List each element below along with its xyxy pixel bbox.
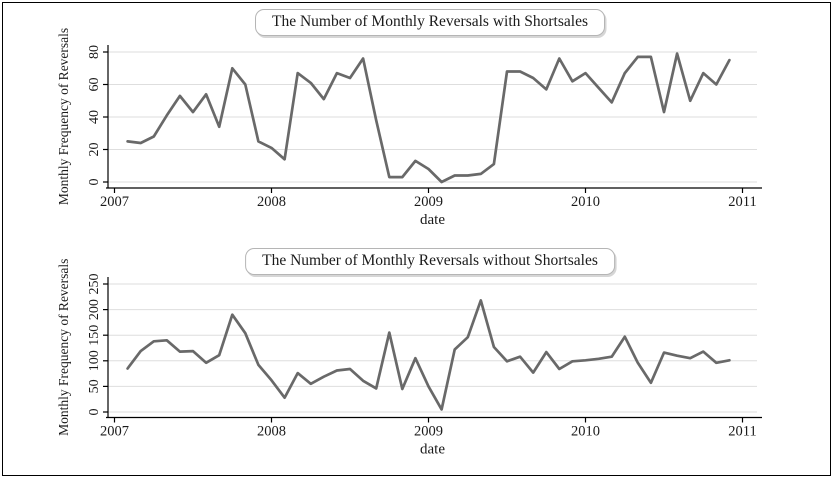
y-tick-label: 60 — [87, 78, 102, 92]
chart-title: The Number of Monthly Reversals with Sho… — [255, 9, 605, 36]
x-tick-label: 2010 — [571, 424, 600, 440]
x-tick-label: 2008 — [257, 424, 286, 440]
x-tick-label: 2009 — [414, 194, 443, 210]
y-axis-title: Monthly Frequency of Reversals — [56, 28, 71, 205]
y-tick-label: 80 — [87, 45, 102, 59]
y-tick-label: 0 — [87, 179, 102, 186]
chart-without-shortsales: The Number of Monthly Reversals without … — [0, 239, 833, 478]
y-axis-title: Monthly Frequency of Reversals — [56, 259, 71, 436]
x-tick-label: 2008 — [257, 194, 286, 210]
x-tick-label: 2007 — [100, 424, 129, 440]
chart-title: The Number of Monthly Reversals without … — [245, 248, 615, 275]
x-tick-label: 2010 — [571, 194, 600, 210]
y-tick-label: 0 — [87, 409, 102, 416]
y-tick-label: 50 — [87, 379, 102, 393]
x-axis-title: date — [420, 442, 445, 458]
y-tick-label: 100 — [87, 350, 102, 371]
y-tick-label: 20 — [87, 143, 102, 157]
series-line — [126, 299, 731, 411]
plot-area-with-shortsales: 0 20 40 60 80 2007 2008 2009 2010 2011 date Monthly… — [56, 28, 762, 228]
chart-with-shortsales: The Number of Monthly Reversals with Sho… — [56, 9, 762, 228]
y-tick-label: 150 — [87, 325, 102, 346]
x-tick-label: 2011 — [728, 194, 756, 210]
y-tick-label: 250 — [87, 274, 102, 295]
y-tick-label: 200 — [87, 299, 102, 320]
x-tick-label: 2007 — [100, 194, 129, 210]
x-axis-title: date — [420, 212, 445, 228]
plot-area-without-shortsales: 0 50 100 150 200 250 2007 2008 2009 2010 2011 date M… — [56, 259, 762, 458]
y-tick-label: 40 — [87, 110, 102, 124]
x-tick-label: 2009 — [414, 424, 443, 440]
x-tick-label: 2011 — [728, 424, 756, 440]
series-line — [126, 52, 731, 184]
